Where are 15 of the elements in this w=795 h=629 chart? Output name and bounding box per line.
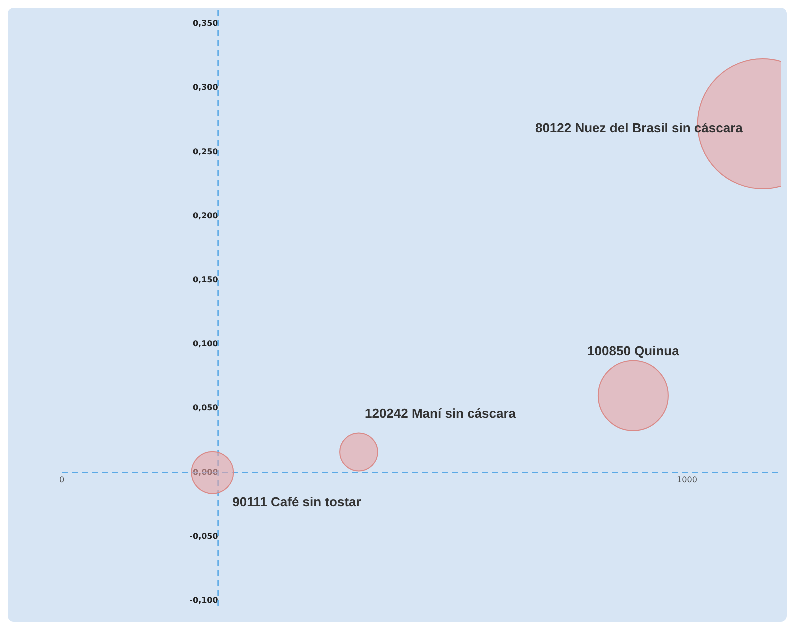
annotation: 80122 Nuez del Brasil sin cáscara bbox=[535, 120, 744, 136]
annotation: 100850 Quinua bbox=[588, 343, 680, 358]
y-tick-label: 0,150 bbox=[192, 276, 219, 285]
x-tick-label: 0 bbox=[59, 476, 65, 485]
y-tick-label: 0,200 bbox=[192, 211, 219, 220]
y-tick-label: 0,050 bbox=[192, 404, 219, 413]
annotation: 120242 Maní sin cáscara bbox=[364, 406, 517, 421]
annotation: 90111 Café sin tostar bbox=[232, 494, 362, 510]
y-tick-label: -0,050 bbox=[190, 532, 219, 541]
y-tick-label: 0,300 bbox=[192, 83, 219, 92]
x-tick-label: 1000 bbox=[677, 476, 698, 485]
y-tick-label: -0,100 bbox=[190, 596, 219, 606]
y-tick-label: 0,100 bbox=[192, 340, 219, 349]
y-tick-label: 0,350 bbox=[192, 19, 219, 28]
y-tick-label: 0,250 bbox=[192, 147, 219, 156]
